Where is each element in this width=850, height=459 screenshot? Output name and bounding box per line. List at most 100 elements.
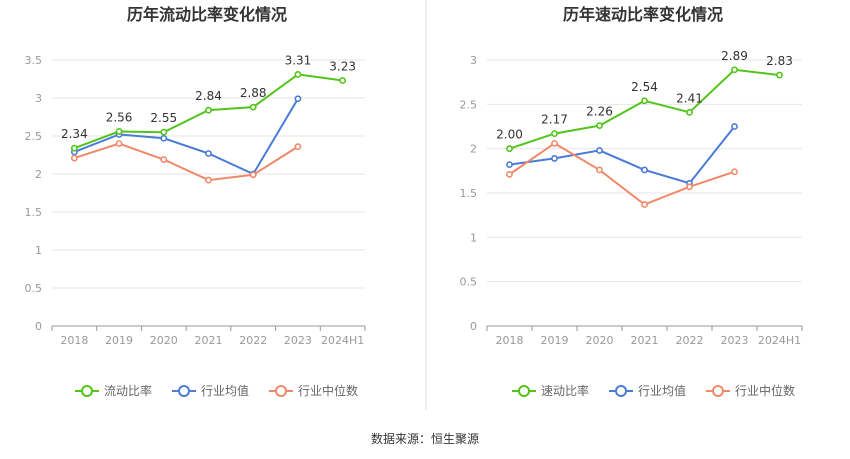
legend-marker	[518, 385, 530, 397]
data-point-company	[506, 145, 513, 153]
y-tick-label: 3.5	[25, 54, 43, 67]
legend-item-company: 流动比率	[75, 383, 152, 398]
data-point-mean	[160, 134, 168, 142]
data-label: 3.31	[285, 53, 312, 67]
legend-item-mean: 行业均值	[172, 383, 249, 398]
data-point-company	[160, 128, 168, 136]
x-tick-label: 2024H1	[758, 334, 801, 347]
y-tick-label: 3	[35, 92, 42, 105]
x-tick-label: 2020	[586, 334, 614, 347]
legend-label: 行业均值	[201, 383, 249, 398]
data-point-median	[686, 183, 693, 191]
data-point-company	[205, 106, 212, 114]
data-label: 2.26	[586, 105, 613, 119]
x-tick-label: 2023	[721, 334, 749, 347]
x-tick-label: 2019	[105, 334, 133, 347]
y-tick-label: 0.5	[460, 276, 478, 289]
legend-label: 行业均值	[638, 383, 686, 398]
legend-label: 行业中位数	[298, 383, 358, 398]
y-tick-label: 2	[35, 168, 42, 181]
data-point-company	[731, 66, 738, 74]
chart-title: 历年流动比率变化情况	[127, 5, 287, 24]
data-point-median	[115, 140, 123, 147]
data-label: 2.83	[766, 54, 793, 68]
data-point-company	[641, 97, 648, 105]
series-line-median	[74, 142, 299, 182]
y-tick-label: 2.5	[460, 98, 478, 111]
series-line-mean	[509, 125, 736, 185]
data-point-company	[115, 128, 123, 135]
data-point-company	[339, 77, 347, 84]
data-point-median	[294, 143, 302, 151]
data-point-median	[160, 156, 168, 163]
x-tick-label: 2022	[239, 334, 267, 347]
y-tick-label: 1	[470, 231, 477, 244]
y-tick-label: 0.5	[25, 282, 43, 295]
x-tick-label: 2024H1	[321, 334, 364, 347]
data-point-company	[70, 144, 78, 152]
data-point-median	[596, 166, 603, 174]
current-ratio-chart: 历年流动比率变化情况 0 0.5 1 1.5 2 2.5 3 3.5 2018 2019 2020 20…	[25, 5, 366, 398]
data-point-company	[596, 122, 603, 130]
data-point-company	[294, 71, 302, 78]
y-tick-label: 1.5	[460, 187, 478, 200]
data-point-mean	[506, 161, 513, 169]
legend-item-company: 速动比率	[512, 383, 589, 398]
legend-marker	[275, 385, 287, 397]
y-tick-label: 2	[470, 143, 477, 156]
data-label: 2.34	[61, 127, 88, 141]
data-point-company	[776, 71, 783, 79]
quick-ratio-chart: 历年速动比率变化情况 0 0.5 1 1.5 2 2.5 3 2018 2019 2020 2021 2…	[460, 5, 803, 398]
data-label: 2.88	[240, 86, 267, 100]
data-label: 2.56	[106, 110, 133, 124]
data-point-mean	[205, 150, 212, 157]
chart-title: 历年速动比率变化情况	[563, 5, 723, 24]
data-point-median	[205, 176, 212, 184]
data-point-median	[551, 139, 558, 147]
data-label: 3.23	[329, 60, 356, 74]
legend-item-median: 行业中位数	[269, 383, 358, 398]
data-point-median	[249, 171, 257, 179]
data-point-median	[641, 201, 648, 208]
y-tick-label: 2.5	[25, 130, 43, 143]
x-tick-label: 2023	[284, 334, 312, 347]
x-tick-label: 2018	[496, 334, 524, 347]
data-label: 2.89	[721, 49, 748, 63]
data-point-company	[686, 108, 693, 116]
legend-marker	[615, 385, 627, 397]
data-label: 2.55	[150, 111, 177, 125]
legend-marker	[712, 385, 724, 397]
data-point-mean	[551, 155, 558, 162]
series-line-median	[508, 142, 735, 206]
legend-marker	[81, 385, 93, 397]
data-label: 2.00	[496, 128, 523, 142]
x-tick-label: 2022	[676, 334, 704, 347]
x-tick-label: 2020	[150, 334, 178, 347]
data-label: 2.41	[676, 91, 703, 105]
y-tick-label: 1	[35, 244, 42, 257]
data-point-mean	[731, 123, 738, 130]
data-label: 2.84	[195, 89, 222, 103]
data-point-company	[551, 130, 558, 137]
x-tick-label: 2021	[631, 334, 659, 347]
data-label: 2.54	[631, 80, 658, 94]
x-tick-label: 2019	[541, 334, 569, 347]
data-point-mean	[294, 95, 302, 103]
data-point-mean	[641, 166, 648, 174]
series-line-mean	[73, 98, 299, 176]
data-point-median	[731, 168, 738, 176]
y-tick-label: 3	[470, 54, 477, 67]
x-tick-label: 2018	[60, 334, 88, 347]
data-point-company	[249, 103, 257, 111]
legend-label: 速动比率	[541, 383, 589, 398]
data-point-median	[70, 154, 78, 162]
y-tick-label: 1.5	[25, 206, 43, 219]
legend-marker	[178, 385, 190, 397]
data-point-median	[506, 170, 513, 178]
data-point-mean	[596, 147, 603, 154]
legend-item-median: 行业中位数	[706, 383, 795, 398]
legend-label: 流动比率	[104, 383, 152, 398]
data-label: 2.17	[541, 113, 568, 127]
x-tick-label: 2021	[195, 334, 223, 347]
